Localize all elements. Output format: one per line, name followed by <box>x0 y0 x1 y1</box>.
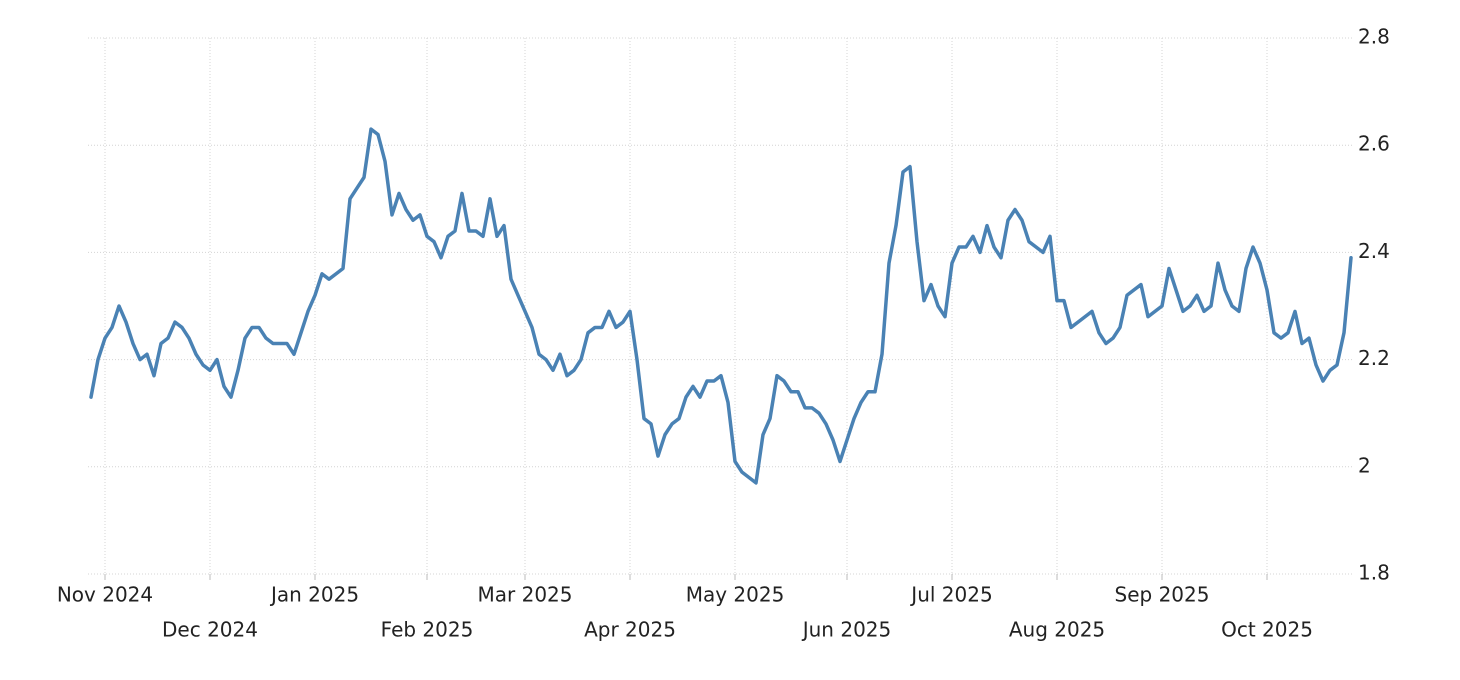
x-tick-label: Aug 2025 <box>1009 618 1105 642</box>
y-tick-label: 2.6 <box>1358 132 1390 156</box>
x-tick-label: Nov 2024 <box>57 583 153 607</box>
y-tick-label: 2.2 <box>1358 346 1390 370</box>
y-tick-label: 2.8 <box>1358 25 1390 49</box>
x-tick-label: Jul 2025 <box>909 583 992 607</box>
x-tick-label: Jun 2025 <box>801 618 892 642</box>
x-tick-label: Mar 2025 <box>478 583 573 607</box>
x-tick-label: Apr 2025 <box>584 618 676 642</box>
y-tick-label: 2 <box>1358 453 1371 477</box>
y-tick-label: 1.8 <box>1358 561 1390 585</box>
x-tick-label: Feb 2025 <box>381 618 474 642</box>
x-tick-label: Oct 2025 <box>1221 618 1313 642</box>
x-tick-label: Jan 2025 <box>269 583 359 607</box>
line <box>89 127 1353 485</box>
x-tick-label: Dec 2024 <box>162 618 258 642</box>
x-tick-label: May 2025 <box>686 583 785 607</box>
y-tick-label: 2.4 <box>1358 239 1390 263</box>
x-tick-label: Sep 2025 <box>1115 583 1210 607</box>
